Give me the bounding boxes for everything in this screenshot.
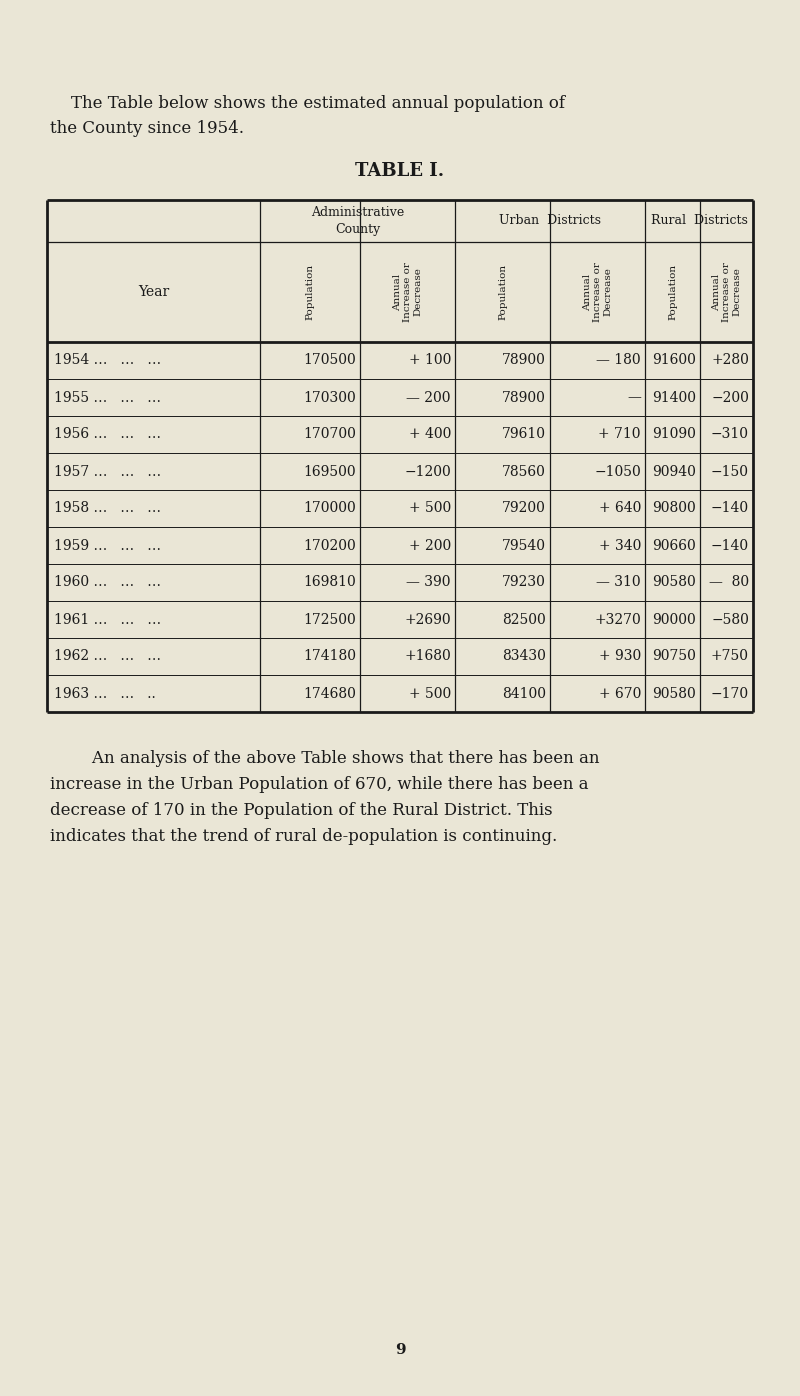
Text: 1963 …   …   ..: 1963 … … .. — [54, 687, 156, 701]
Text: —: — — [627, 391, 641, 405]
Text: Urban  Districts: Urban Districts — [499, 215, 601, 228]
Text: + 930: + 930 — [598, 649, 641, 663]
Text: 84100: 84100 — [502, 687, 546, 701]
Text: 169500: 169500 — [303, 465, 356, 479]
Text: −310: −310 — [711, 427, 749, 441]
Text: 170200: 170200 — [303, 539, 356, 553]
Text: 91090: 91090 — [652, 427, 696, 441]
Text: Annual
Increase or
Decrease: Annual Increase or Decrease — [712, 262, 742, 322]
Text: −140: −140 — [711, 501, 749, 515]
Text: TABLE I.: TABLE I. — [355, 162, 445, 180]
Text: 1958 …   …   …: 1958 … … … — [54, 501, 161, 515]
Text: indicates that the trend of rural de-population is continuing.: indicates that the trend of rural de-pop… — [50, 828, 558, 845]
Text: −580: −580 — [711, 613, 749, 627]
Text: + 670: + 670 — [598, 687, 641, 701]
Text: 78900: 78900 — [502, 353, 546, 367]
Text: An analysis of the above Table shows that there has been an: An analysis of the above Table shows tha… — [50, 750, 599, 766]
Text: 78900: 78900 — [502, 391, 546, 405]
Text: 1962 …   …   …: 1962 … … … — [54, 649, 161, 663]
Text: 90580: 90580 — [652, 575, 696, 589]
Text: 90580: 90580 — [652, 687, 696, 701]
Text: −150: −150 — [711, 465, 749, 479]
Text: −1050: −1050 — [594, 465, 641, 479]
Text: The Table below shows the estimated annual population of: The Table below shows the estimated annu… — [50, 95, 565, 112]
Text: 78560: 78560 — [502, 465, 546, 479]
Text: —  80: — 80 — [709, 575, 749, 589]
Text: + 340: + 340 — [598, 539, 641, 553]
Text: increase in the Urban Population of 670, while there has been a: increase in the Urban Population of 670,… — [50, 776, 589, 793]
Text: 91400: 91400 — [652, 391, 696, 405]
Text: 83430: 83430 — [502, 649, 546, 663]
Text: + 500: + 500 — [409, 687, 451, 701]
Text: Annual
Increase or
Decrease: Annual Increase or Decrease — [393, 262, 422, 322]
Text: 1959 …   …   …: 1959 … … … — [54, 539, 161, 553]
Text: 1955 …   …   …: 1955 … … … — [54, 391, 161, 405]
Text: Annual
Increase or
Decrease: Annual Increase or Decrease — [582, 262, 613, 322]
Text: 174180: 174180 — [303, 649, 356, 663]
Text: −200: −200 — [711, 391, 749, 405]
Text: + 400: + 400 — [409, 427, 451, 441]
Text: 79540: 79540 — [502, 539, 546, 553]
Text: Population: Population — [498, 264, 507, 320]
Text: 1960 …   …   …: 1960 … … … — [54, 575, 161, 589]
Text: decrease of 170 in the Population of the Rural District. This: decrease of 170 in the Population of the… — [50, 801, 553, 819]
Text: 90750: 90750 — [652, 649, 696, 663]
Text: −140: −140 — [711, 539, 749, 553]
Text: + 200: + 200 — [409, 539, 451, 553]
Text: 172500: 172500 — [303, 613, 356, 627]
Text: 170300: 170300 — [303, 391, 356, 405]
Text: 170000: 170000 — [303, 501, 356, 515]
Text: Year: Year — [138, 285, 169, 299]
Text: — 180: — 180 — [596, 353, 641, 367]
Text: −1200: −1200 — [404, 465, 451, 479]
Text: + 640: + 640 — [598, 501, 641, 515]
Text: 90940: 90940 — [652, 465, 696, 479]
Text: 1954 …   …   …: 1954 … … … — [54, 353, 161, 367]
Text: + 710: + 710 — [598, 427, 641, 441]
Text: +3270: +3270 — [594, 613, 641, 627]
Text: 174680: 174680 — [303, 687, 356, 701]
Text: Rural  Districts: Rural Districts — [650, 215, 747, 228]
Text: 79230: 79230 — [502, 575, 546, 589]
Text: 91600: 91600 — [652, 353, 696, 367]
Text: the County since 1954.: the County since 1954. — [50, 120, 244, 137]
Text: 1956 …   …   …: 1956 … … … — [54, 427, 161, 441]
Text: +2690: +2690 — [404, 613, 451, 627]
Text: +280: +280 — [711, 353, 749, 367]
Text: 1957 …   …   …: 1957 … … … — [54, 465, 161, 479]
Text: −170: −170 — [711, 687, 749, 701]
Text: +750: +750 — [711, 649, 749, 663]
Text: 9: 9 — [394, 1343, 406, 1357]
Text: — 310: — 310 — [596, 575, 641, 589]
Text: 90800: 90800 — [652, 501, 696, 515]
Text: Population: Population — [668, 264, 677, 320]
Text: — 390: — 390 — [406, 575, 451, 589]
Text: 169810: 169810 — [303, 575, 356, 589]
Text: 90660: 90660 — [652, 539, 696, 553]
Text: Population: Population — [306, 264, 314, 320]
Text: 1961 …   …   …: 1961 … … … — [54, 613, 161, 627]
Text: 82500: 82500 — [502, 613, 546, 627]
Text: + 500: + 500 — [409, 501, 451, 515]
Text: Administrative
County: Administrative County — [311, 207, 404, 236]
Text: 79200: 79200 — [502, 501, 546, 515]
Text: 170500: 170500 — [303, 353, 356, 367]
Text: — 200: — 200 — [406, 391, 451, 405]
Text: + 100: + 100 — [409, 353, 451, 367]
Text: 170700: 170700 — [303, 427, 356, 441]
Text: 79610: 79610 — [502, 427, 546, 441]
Text: +1680: +1680 — [404, 649, 451, 663]
Text: 90000: 90000 — [652, 613, 696, 627]
